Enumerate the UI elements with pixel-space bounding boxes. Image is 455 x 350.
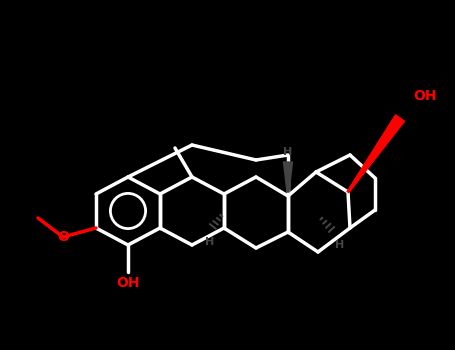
Polygon shape [347,115,404,193]
Text: O: O [57,230,69,244]
Text: OH: OH [116,276,140,290]
Text: H: H [205,237,215,247]
Polygon shape [283,162,293,192]
Text: H: H [283,147,293,157]
Text: H: H [335,240,344,250]
Text: OH: OH [413,89,436,103]
